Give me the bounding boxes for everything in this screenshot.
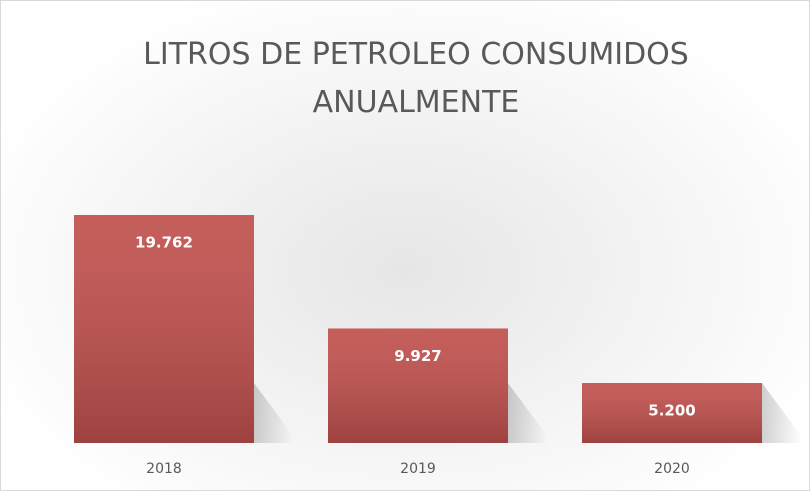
bar-shading	[74, 215, 254, 443]
x-tick-label: 2018	[146, 461, 182, 477]
chart-title: LITROS DE PETROLEO CONSUMIDOS ANUALMENTE	[143, 37, 689, 120]
x-tick-label: 2020	[654, 461, 690, 477]
bar-shadow	[762, 383, 802, 443]
bar-shadow	[254, 383, 294, 443]
value-label: 9.927	[394, 347, 441, 365]
bar-shading	[328, 328, 508, 443]
value-label: 5.200	[648, 402, 695, 420]
bar-shadow	[508, 383, 548, 443]
value-label: 19.762	[135, 234, 193, 252]
bar-shading	[582, 383, 762, 443]
x-tick-label: 2019	[400, 461, 436, 477]
